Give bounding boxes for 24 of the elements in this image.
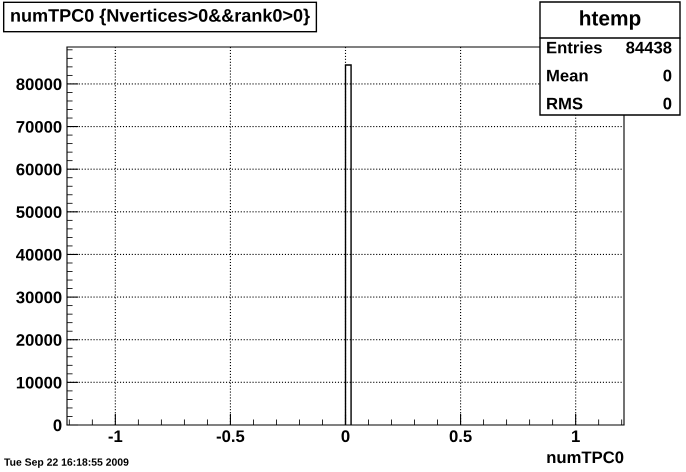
chart-title: numTPC0 {Nvertices>0&&rank0>0} xyxy=(11,8,310,26)
x-axis-title: numTPC0 xyxy=(547,451,624,464)
x-tick-label: 1 xyxy=(572,430,580,442)
annotation: Entries xyxy=(547,41,602,54)
x-tick-label: -1 xyxy=(108,430,122,442)
y-tick-label: 30000 xyxy=(16,291,62,304)
y-tick-label: 70000 xyxy=(16,120,62,133)
text: 84438 xyxy=(626,42,672,54)
y-tick-label: 20000 xyxy=(16,334,62,346)
x-tick-label: 0.5 xyxy=(450,430,472,442)
text: htemp xyxy=(580,10,640,30)
text: 0 xyxy=(663,98,672,110)
y-tick-label: 50000 xyxy=(16,206,62,218)
x-tick-label: -0.5 xyxy=(216,430,244,442)
text: Tue Sep 22 16:18:55 2009 xyxy=(4,458,128,468)
y-tick-label: 40000 xyxy=(16,248,62,261)
y-tick-label: 10000 xyxy=(16,376,62,389)
y-tick-label: 60000 xyxy=(16,164,62,176)
y-tick-label: 80000 xyxy=(16,78,62,90)
x-tick-label: 0 xyxy=(342,430,350,442)
annotation: RMS xyxy=(547,98,582,110)
annotation: Mean xyxy=(547,70,588,82)
y-tick-label: 0 xyxy=(54,419,62,432)
text: 0 xyxy=(663,70,672,82)
